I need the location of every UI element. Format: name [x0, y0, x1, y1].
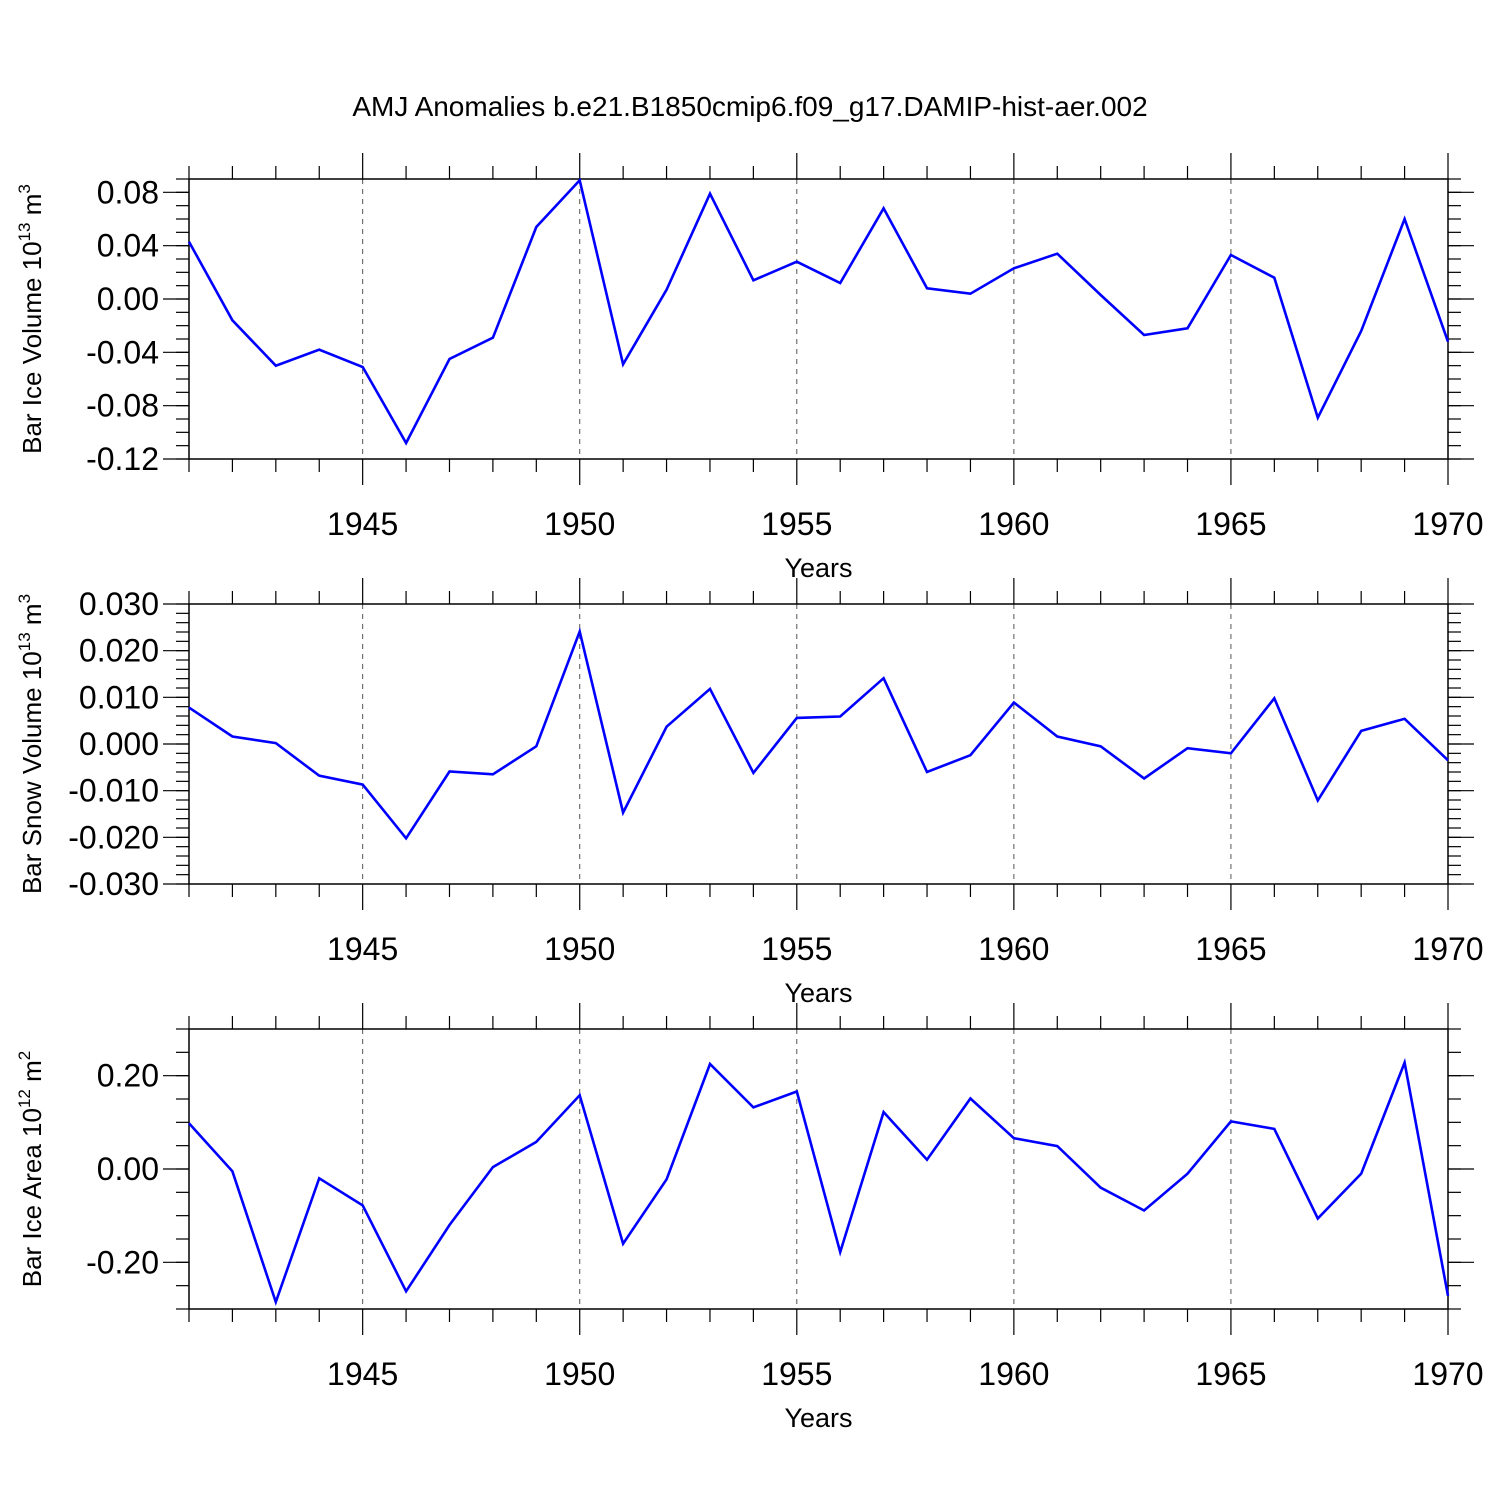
y-tick-label: -0.12 — [86, 441, 159, 477]
y-tick-label: 0.00 — [97, 281, 159, 317]
x-tick-label: 1945 — [327, 931, 398, 967]
x-tick-label: 1960 — [978, 1356, 1049, 1392]
x-axis-title: Years — [784, 553, 852, 583]
plot-frame — [188, 603, 1449, 885]
panel-1: -0.12 -0.08 -0.04 0.00 0.04 0.08 1945 1950 1955 1… — [15, 153, 1484, 583]
y-axis-title-superscript: 3 — [15, 594, 34, 603]
y-tick-label: 0.04 — [97, 228, 159, 264]
plot-frame — [188, 178, 1449, 460]
panel-2: -0.030 -0.020 -0.010 0.000 0.010 0.020 0.030 19… — [15, 578, 1484, 1008]
y-axis-title-text: m — [17, 603, 47, 632]
y-axis-title-text: Bar Ice Area 10 — [17, 1108, 47, 1287]
y-tick-label: 0.00 — [97, 1151, 159, 1187]
x-tick-label: 1950 — [544, 931, 615, 967]
x-tick-label: 1965 — [1195, 931, 1266, 967]
y-tick-label: -0.030 — [68, 866, 159, 902]
panel-3: -0.20 0.00 0.20 1945 1950 1955 1960 1965 1970 Yea… — [15, 1003, 1484, 1433]
x-tick-label: 1970 — [1412, 931, 1483, 967]
y-axis-title: Bar Ice Volume 1013 m3 — [15, 184, 47, 454]
x-tick-label: 1960 — [978, 506, 1049, 542]
y-axis-title-text: m — [17, 1060, 47, 1089]
y-tick-label: -0.08 — [86, 388, 159, 424]
x-tick-label: 1960 — [978, 931, 1049, 967]
y-axis-title: Bar Ice Area 1012 m2 — [15, 1051, 47, 1288]
y-tick-label: 0.010 — [79, 679, 159, 715]
x-axis-title: Years — [784, 1403, 852, 1433]
chart-title: AMJ Anomalies b.e21.B1850cmip6.f09_g17.D… — [352, 91, 1147, 122]
y-axis-title-superscript: 2 — [15, 1051, 34, 1060]
x-tick-label: 1950 — [544, 506, 615, 542]
y-tick-label: -0.04 — [86, 334, 159, 370]
x-tick-label: 1970 — [1412, 1356, 1483, 1392]
x-tick-label: 1950 — [544, 1356, 615, 1392]
x-tick-label: 1955 — [761, 1356, 832, 1392]
y-axis-title-superscript: 13 — [15, 632, 34, 651]
series-line — [188, 1057, 1450, 1307]
x-tick-label: 1945 — [327, 506, 398, 542]
y-tick-label: -0.010 — [68, 773, 159, 809]
y-tick-label: 0.000 — [79, 726, 159, 762]
y-tick-label: -0.20 — [86, 1244, 159, 1280]
x-axis-title: Years — [784, 978, 852, 1008]
y-tick-label: 0.020 — [79, 633, 159, 669]
y-tick-label: 0.030 — [79, 586, 159, 622]
x-tick-label: 1955 — [761, 506, 832, 542]
y-axis-title-text: m — [17, 194, 47, 223]
y-axis-title: Bar Snow Volume 1013 m3 — [15, 594, 47, 894]
x-tick-label: 1955 — [761, 931, 832, 967]
y-axis-title-text: Bar Snow Volume 10 — [17, 651, 47, 894]
y-axis-title-superscript: 13 — [15, 222, 34, 241]
y-tick-label: 0.20 — [97, 1058, 159, 1094]
y-tick-label: -0.020 — [68, 819, 159, 855]
y-axis-title-text: Bar Ice Volume 10 — [17, 241, 47, 453]
y-axis-title-superscript: 3 — [15, 184, 34, 193]
y-axis-title-superscript: 12 — [15, 1089, 34, 1108]
x-tick-label: 1945 — [327, 1356, 398, 1392]
x-tick-label: 1965 — [1195, 1356, 1266, 1392]
series-line — [188, 627, 1449, 841]
series-line — [187, 177, 1450, 446]
x-tick-label: 1965 — [1195, 506, 1266, 542]
x-tick-label: 1970 — [1412, 506, 1483, 542]
y-tick-label: 0.08 — [97, 174, 159, 210]
